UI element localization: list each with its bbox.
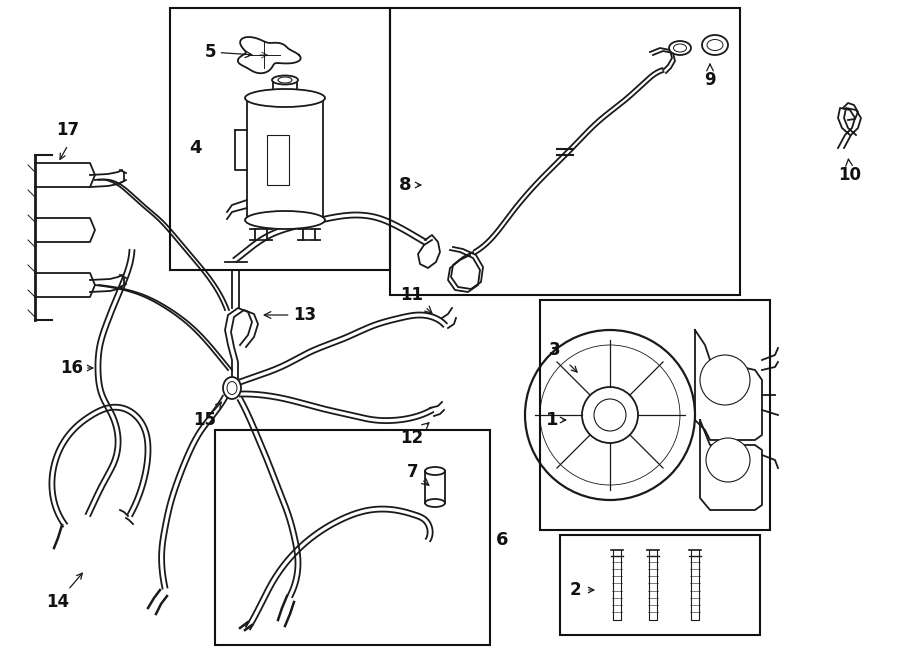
- Ellipse shape: [227, 381, 237, 395]
- Text: 1: 1: [545, 411, 558, 429]
- Bar: [390, 8, 740, 295]
- Ellipse shape: [223, 377, 241, 399]
- Ellipse shape: [673, 44, 687, 52]
- Text: 7: 7: [407, 463, 428, 485]
- Text: 14: 14: [47, 593, 69, 611]
- Ellipse shape: [702, 35, 728, 55]
- Circle shape: [700, 355, 750, 405]
- Ellipse shape: [669, 41, 691, 55]
- Text: 5: 5: [204, 43, 252, 61]
- Text: 9: 9: [704, 64, 716, 89]
- Ellipse shape: [425, 499, 445, 507]
- Text: 3: 3: [549, 341, 561, 359]
- Text: 10: 10: [839, 159, 861, 184]
- Ellipse shape: [425, 467, 445, 475]
- Text: 4: 4: [189, 139, 202, 157]
- Text: 6: 6: [496, 531, 508, 549]
- Circle shape: [706, 438, 750, 482]
- Circle shape: [594, 399, 626, 431]
- Text: 17: 17: [57, 121, 79, 139]
- Text: 11: 11: [400, 286, 432, 313]
- Circle shape: [582, 387, 638, 443]
- Text: 2: 2: [569, 581, 580, 599]
- Ellipse shape: [272, 75, 298, 85]
- Ellipse shape: [245, 211, 325, 229]
- Bar: [215, 430, 490, 645]
- Text: 8: 8: [399, 176, 411, 194]
- Bar: [560, 535, 760, 635]
- Ellipse shape: [278, 77, 292, 83]
- Circle shape: [525, 330, 695, 500]
- Text: 13: 13: [265, 306, 317, 324]
- Text: 15: 15: [194, 411, 217, 429]
- Ellipse shape: [707, 40, 723, 50]
- Bar: [425, 471, 445, 503]
- Bar: [540, 300, 770, 530]
- Bar: [170, 8, 390, 270]
- Ellipse shape: [245, 89, 325, 107]
- Text: 16: 16: [60, 359, 84, 377]
- Text: 12: 12: [400, 423, 429, 447]
- Bar: [267, 135, 289, 185]
